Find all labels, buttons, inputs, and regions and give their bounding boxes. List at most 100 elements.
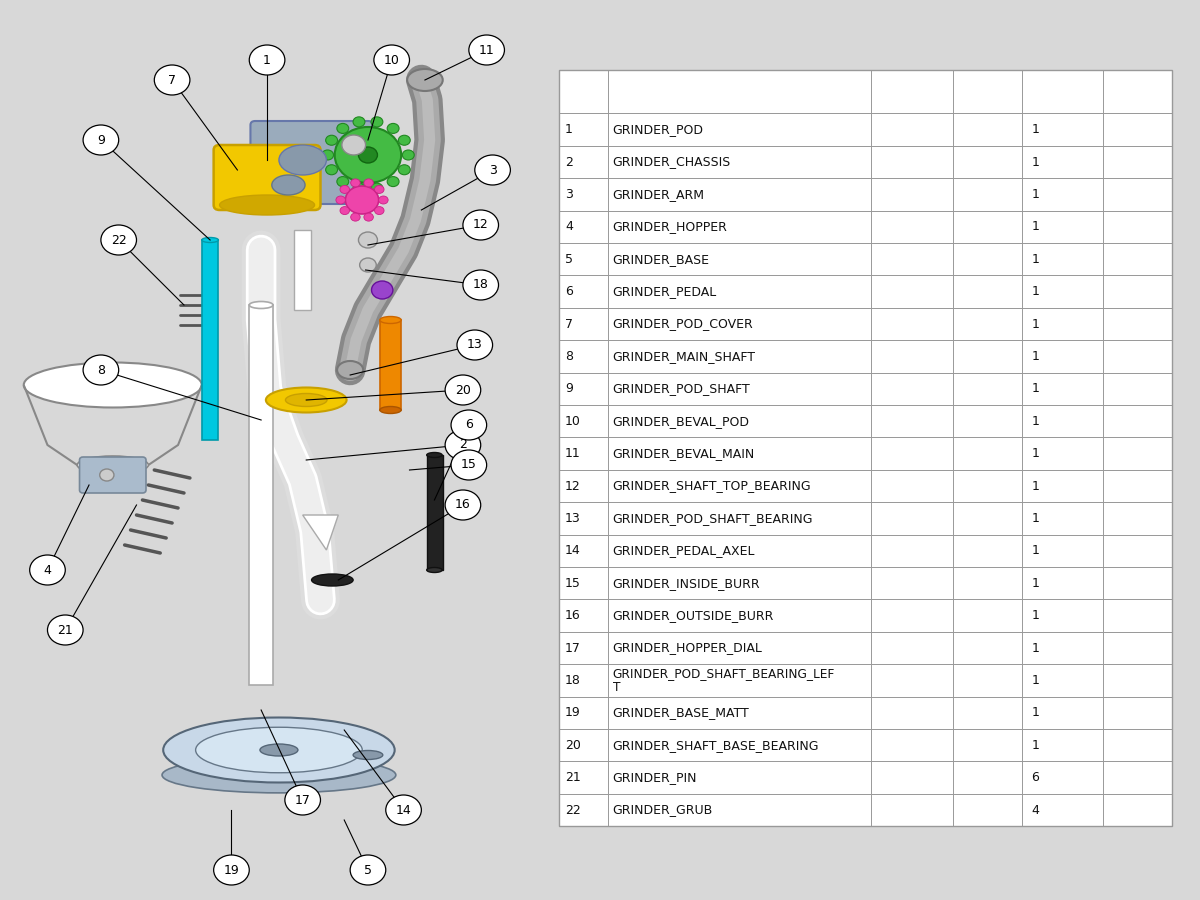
Text: 10: 10 — [565, 415, 581, 428]
Ellipse shape — [380, 317, 401, 323]
Bar — [559, 567, 1172, 599]
Circle shape — [250, 45, 284, 75]
Ellipse shape — [196, 727, 362, 773]
Text: 1: 1 — [1031, 123, 1039, 136]
Circle shape — [445, 490, 481, 520]
Circle shape — [374, 185, 384, 193]
Text: 4: 4 — [1031, 804, 1039, 816]
Text: 1: 1 — [1031, 220, 1039, 233]
Circle shape — [155, 65, 190, 95]
Circle shape — [402, 150, 414, 160]
Bar — [559, 437, 1172, 470]
Bar — [559, 70, 1172, 826]
Text: 6: 6 — [464, 418, 473, 431]
Text: 20: 20 — [455, 383, 470, 397]
Text: 1: 1 — [565, 123, 574, 136]
Text: 15: 15 — [565, 577, 581, 590]
Text: GRINDER_POD_SHAFT_BEARING_LEF: GRINDER_POD_SHAFT_BEARING_LEF — [612, 667, 835, 680]
Circle shape — [457, 330, 492, 360]
Text: 3: 3 — [565, 188, 574, 201]
Circle shape — [350, 213, 360, 221]
Circle shape — [385, 795, 421, 825]
Text: GRINDER_BASE_MATT: GRINDER_BASE_MATT — [612, 706, 749, 719]
Bar — [294, 230, 311, 310]
Text: GRINDER_ARM: GRINDER_ARM — [612, 188, 704, 201]
Circle shape — [101, 225, 137, 255]
Text: 2: 2 — [458, 438, 467, 452]
Text: 15: 15 — [461, 458, 476, 472]
Text: 14: 14 — [396, 804, 412, 816]
Ellipse shape — [286, 393, 328, 407]
Circle shape — [371, 117, 383, 127]
Bar — [427, 455, 443, 570]
Circle shape — [371, 183, 383, 194]
Circle shape — [374, 45, 409, 75]
Ellipse shape — [220, 195, 314, 215]
Bar — [559, 502, 1172, 535]
Text: 5: 5 — [565, 253, 574, 266]
Bar — [559, 70, 1172, 113]
Text: 9: 9 — [97, 133, 104, 147]
Text: GRINDER_PEDAL: GRINDER_PEDAL — [612, 285, 716, 298]
Ellipse shape — [407, 69, 443, 91]
Text: GRINDER_POD_SHAFT: GRINDER_POD_SHAFT — [612, 382, 750, 395]
Text: 21: 21 — [58, 624, 73, 636]
Circle shape — [325, 135, 337, 145]
Text: 16: 16 — [455, 499, 470, 511]
Circle shape — [214, 855, 250, 885]
Text: T: T — [612, 681, 620, 695]
Ellipse shape — [202, 238, 218, 242]
Bar — [250, 305, 274, 685]
Bar — [380, 320, 401, 410]
Bar — [559, 243, 1172, 275]
Text: 1: 1 — [1031, 382, 1039, 395]
Bar — [559, 470, 1172, 502]
Bar — [559, 664, 1172, 697]
Text: 16: 16 — [565, 609, 581, 622]
Bar — [559, 599, 1172, 632]
Bar — [559, 308, 1172, 340]
Circle shape — [350, 179, 360, 187]
FancyBboxPatch shape — [214, 145, 320, 210]
Ellipse shape — [162, 757, 396, 793]
Bar — [202, 240, 218, 440]
Text: GRINDER_SHAFT_BASE_BEARING: GRINDER_SHAFT_BASE_BEARING — [612, 739, 820, 752]
Ellipse shape — [380, 407, 401, 413]
Text: 2: 2 — [565, 156, 574, 168]
Circle shape — [364, 213, 373, 221]
Text: 6: 6 — [565, 285, 574, 298]
Circle shape — [30, 555, 65, 585]
Ellipse shape — [77, 456, 149, 474]
Circle shape — [100, 469, 114, 481]
Circle shape — [379, 196, 388, 204]
Text: GRINDER_BEVAL_MAIN: GRINDER_BEVAL_MAIN — [612, 447, 755, 460]
Text: 1: 1 — [1031, 739, 1039, 752]
Circle shape — [445, 375, 481, 405]
Circle shape — [463, 210, 498, 240]
Text: 19: 19 — [223, 863, 239, 877]
Circle shape — [336, 196, 346, 204]
FancyBboxPatch shape — [79, 457, 146, 493]
Bar — [559, 794, 1172, 826]
Text: 1: 1 — [1031, 188, 1039, 201]
Text: 12: 12 — [565, 480, 581, 492]
Circle shape — [451, 410, 487, 440]
Text: 13: 13 — [467, 338, 482, 352]
Circle shape — [364, 179, 373, 187]
Circle shape — [337, 176, 349, 186]
Circle shape — [398, 165, 410, 175]
Text: 5: 5 — [364, 863, 372, 877]
Text: 18: 18 — [565, 674, 581, 687]
Text: 1: 1 — [1031, 674, 1039, 687]
Circle shape — [463, 270, 498, 300]
Text: 17: 17 — [295, 794, 311, 806]
Polygon shape — [302, 515, 338, 550]
Text: 3: 3 — [488, 164, 497, 176]
Ellipse shape — [24, 363, 202, 408]
Circle shape — [398, 135, 410, 145]
Ellipse shape — [278, 145, 326, 175]
FancyBboxPatch shape — [251, 121, 373, 204]
Circle shape — [340, 207, 349, 214]
Bar — [559, 146, 1172, 178]
Ellipse shape — [260, 744, 298, 756]
